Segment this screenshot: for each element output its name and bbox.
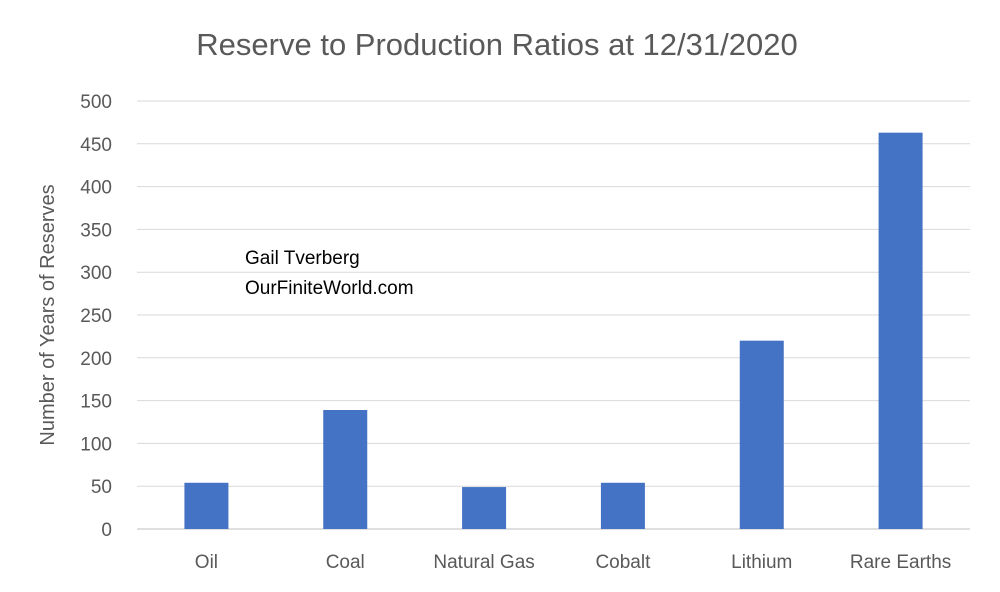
x-tick-label: Natural Gas xyxy=(433,552,534,573)
y-axis-ticks: 0 50 100 150 200 250 300 350 400 450 500 xyxy=(80,92,112,541)
bar xyxy=(739,340,784,529)
annotation-website: OurFiniteWorld.com xyxy=(245,278,414,299)
x-tick-label: Lithium xyxy=(731,552,792,573)
y-axis-label: Number of Years of Reserves xyxy=(37,184,59,445)
y-tick-label: 400 xyxy=(80,178,112,199)
x-tick-label: Cobalt xyxy=(595,552,651,573)
y-tick-label: 50 xyxy=(91,477,112,498)
x-axis-ticks: Oil Coal Natural Gas Cobalt Lithium Rare Eart… xyxy=(195,552,951,573)
y-tick-label: 500 xyxy=(80,92,112,113)
x-tick-label: Coal xyxy=(326,552,365,573)
bars xyxy=(184,132,923,529)
bar xyxy=(878,132,923,529)
y-tick-label: 100 xyxy=(80,434,112,455)
y-tick-label: 450 xyxy=(80,135,112,156)
annotation-author: Gail Tverberg xyxy=(245,248,360,269)
bar xyxy=(184,482,229,529)
bar xyxy=(600,482,645,529)
bar xyxy=(323,410,368,529)
gridlines xyxy=(137,100,970,530)
y-tick-label: 150 xyxy=(80,392,112,413)
y-tick-label: 250 xyxy=(80,306,112,327)
y-tick-label: 350 xyxy=(80,220,112,241)
y-tick-label: 300 xyxy=(80,263,112,284)
y-tick-label: 0 xyxy=(101,520,112,541)
x-tick-label: Rare Earths xyxy=(850,552,951,573)
chart-title: Reserve to Production Ratios at 12/31/20… xyxy=(196,27,797,62)
bar xyxy=(462,487,507,529)
y-tick-label: 200 xyxy=(80,349,112,370)
x-tick-label: Oil xyxy=(195,552,218,573)
